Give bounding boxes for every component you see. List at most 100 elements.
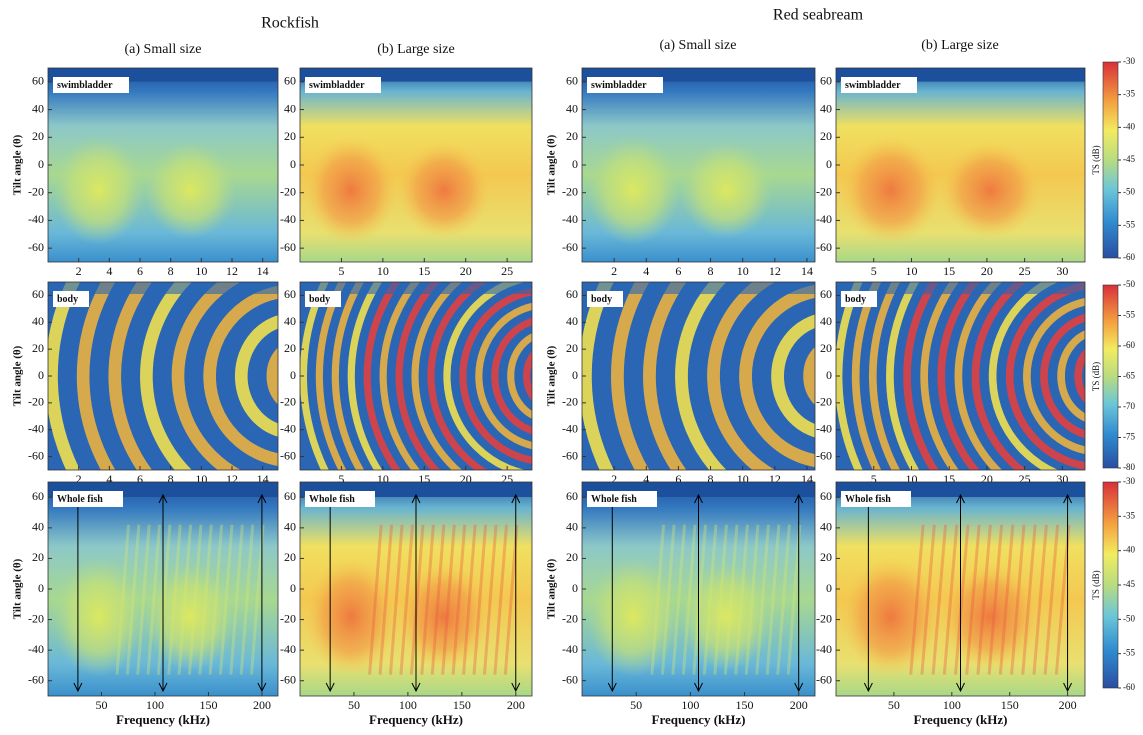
colorbar-label: TS (dB) [1091, 570, 1101, 599]
heatmap-streak [755, 524, 770, 675]
arrow-head [158, 493, 168, 693]
y-tick-label: -20 [562, 611, 578, 625]
heatmap-streak [229, 524, 244, 675]
y-axis-label: Tilt angle (θ) [12, 558, 24, 619]
colorbar-tick-label: -50 [1123, 613, 1135, 623]
y-tick-label: -40 [562, 212, 578, 226]
y-tick-label: 60 [566, 489, 578, 503]
y-tick-label: -20 [562, 395, 578, 409]
y-tick-label: -40 [816, 212, 832, 226]
heatmap-streak [1043, 524, 1060, 675]
heatmap-streak [146, 524, 162, 675]
y-tick-label: 60 [820, 287, 832, 301]
heatmap-streak [239, 524, 255, 675]
heatmap-fringe [643, 282, 687, 470]
x-tick-label: 50 [888, 698, 900, 712]
colorbar-tick-label: -40 [1123, 121, 1135, 131]
panel: swimbladder -60 -40 -20 0 20 40 60 5 10 15 20 25 [280, 67, 533, 278]
y-tick-label: 20 [284, 341, 296, 355]
y-tick-label: 60 [32, 287, 44, 301]
y-tick-label: -20 [562, 184, 578, 198]
heatmap-streak [156, 524, 172, 675]
colorbar-tick-label: -55 [1123, 219, 1135, 229]
heatmap-fringe [920, 282, 959, 470]
heatmap-streak [1054, 524, 1071, 675]
arrow-head [956, 493, 965, 693]
x-tick-label: 8 [168, 264, 174, 278]
y-axis-label: Tilt angle (θ) [546, 345, 558, 406]
x-tick-label: 6 [675, 264, 681, 278]
y-tick-label: 40 [32, 314, 44, 328]
y-tick-label: 40 [566, 520, 578, 534]
x-tick-label: 150 [453, 698, 471, 712]
heatmap-streak [187, 524, 203, 675]
x-tick-label: 150 [199, 698, 217, 712]
heatmap-fringe [1040, 313, 1085, 439]
x-tick-label: 100 [943, 698, 961, 712]
heatmap-image [582, 482, 815, 696]
heatmap-fringe [475, 302, 532, 450]
column-header: (a) Small size [125, 42, 202, 57]
heatmap-fringe [803, 347, 815, 405]
colorbar-tick-label: -30 [1123, 476, 1135, 486]
panel-label-box [587, 491, 657, 507]
heatmap-fringe [523, 351, 532, 401]
heatmap-image [836, 68, 1085, 262]
colorbar-tick-label: -60 [1123, 682, 1135, 692]
panel: Whole fish -60 -40 -20 0 20 40 60 50 100 150 200 Fre… [816, 481, 1086, 727]
panel: swimbladder -60 -40 -20 0 20 40 60 5 10 15 20 25 30 [816, 67, 1086, 278]
heatmap-streak [368, 524, 383, 675]
x-tick-label: 15 [943, 264, 955, 278]
panel-label-box [305, 491, 375, 507]
arrow-head [511, 493, 521, 693]
y-tick-label: -20 [280, 184, 296, 198]
x-tick-label: 200 [253, 698, 271, 712]
panel-label-box [841, 491, 911, 507]
y-tick-label: -60 [562, 448, 578, 462]
y-tick-label: 40 [820, 520, 832, 534]
x-tick-label: 200 [507, 698, 525, 712]
colorbar-gradient [1102, 61, 1119, 259]
colorbar-tick-label: -45 [1123, 579, 1135, 589]
y-tick-label: -60 [28, 672, 44, 686]
y-tick-label: 20 [820, 550, 832, 564]
panel-label: Whole fish [57, 494, 103, 505]
heatmap-fringe [988, 282, 1059, 470]
heatmap-fringe [954, 282, 1003, 470]
heatmap-fringe [395, 282, 441, 470]
heatmap-blob [397, 563, 491, 671]
panel-label: body [845, 294, 866, 305]
panel-label-box [53, 77, 129, 93]
heatmap-streak [1021, 524, 1037, 675]
x-tick-label: 30 [1056, 264, 1068, 278]
y-tick-label: 60 [566, 287, 578, 301]
heatmap-blob [397, 141, 491, 239]
x-tick-label: 4 [643, 472, 649, 486]
heatmap-blob [304, 135, 398, 245]
arrow-head [694, 493, 703, 693]
x-tick-label: 5 [338, 472, 344, 486]
y-tick-label: 0 [290, 157, 296, 171]
y-tick-label: -40 [562, 642, 578, 656]
heatmap-blob [144, 563, 237, 671]
x-tick-label: 25 [501, 264, 513, 278]
heatmap-edge [48, 282, 278, 294]
heatmap-streak [378, 524, 394, 675]
column-header: (b) Large size [921, 38, 998, 53]
y-tick-label: -20 [28, 611, 44, 625]
y-tick-label: 0 [290, 581, 296, 595]
colorbar-label: TS (dB) [1091, 362, 1101, 391]
panel: body-60-40-200204060510152025L/λ [280, 281, 533, 496]
y-tick-label: -60 [562, 240, 578, 254]
y-tick-label: 60 [284, 489, 296, 503]
x-tick-label: 10 [195, 264, 207, 278]
x-tick-label: 6 [675, 472, 681, 486]
panel-label: body [591, 294, 612, 305]
colorbar-tick-label: -55 [1123, 310, 1135, 320]
heatmap-image [582, 282, 815, 470]
y-tick-label: 0 [572, 581, 578, 595]
heatmap-fringe [1023, 297, 1085, 455]
heatmap-fringe [427, 282, 488, 470]
heatmap-blob [840, 135, 941, 245]
y-tick-label: 40 [566, 314, 578, 328]
